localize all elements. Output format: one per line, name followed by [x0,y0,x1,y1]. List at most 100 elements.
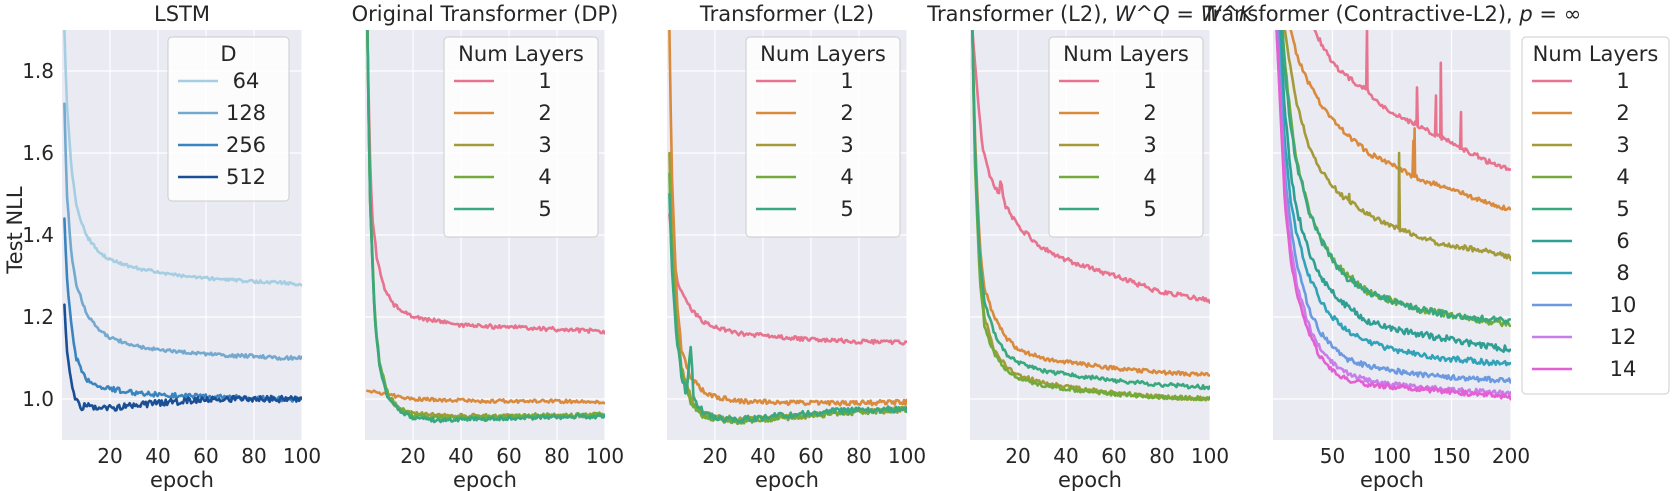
legend-label-10: 10 [1610,293,1637,317]
chart-title: Transformer (Contractive-L2), p = ∞ [1202,2,1581,26]
chart-title-math: W^Q = W^K [1115,2,1255,26]
legend-label-512: 512 [226,165,266,189]
series-line-2 [366,389,605,405]
series-line-3 [1283,30,1511,262]
series-line-6 [1278,30,1511,353]
series-line-5 [971,30,1210,391]
legend-title: Num Layers [760,42,886,66]
panel-5: 50 100 150 200 epoch Transformer (Contractive… [1202,2,1670,491]
legend-title: D [220,42,236,66]
legend-label-4: 4 [1616,165,1629,189]
legend-label-128: 128 [226,101,266,125]
legend-label-2: 2 [840,101,853,125]
series-line-5 [668,192,907,424]
chart-title: LSTM [154,2,210,26]
y-tick-label: 1.8 [22,59,54,83]
y-axis-label: Test NLL [3,186,27,274]
x-tick-label: 80 [1149,444,1174,468]
legend-box [745,36,901,238]
x-axis-label: epoch [1360,468,1424,491]
x-tick-label: 100 [1373,444,1411,468]
legend-box [167,36,290,202]
series-line-5 [1281,30,1511,325]
series-group [668,30,907,426]
chart-title: Original Transformer (DP) [352,2,619,26]
x-tick-label: 40 [1053,444,1078,468]
series-line-14 [1275,30,1511,401]
chart-title: Transformer (L2), W^Q = W^K [926,2,1255,26]
legend-label-12: 12 [1610,325,1637,349]
series-line-1 [366,30,605,335]
x-axis-label: epoch [150,468,214,491]
x-tick-label: 20 [400,444,425,468]
chart-title: Transformer (L2) [699,2,874,26]
series-line-4 [668,172,907,426]
x-tick-label: 60 [1101,444,1126,468]
series-line-2 [668,30,907,407]
x-axis-label: epoch [755,468,819,491]
legend-label-5: 5 [840,197,853,221]
y-tick-label: 1.6 [22,141,54,165]
legend-label-2: 2 [1616,101,1629,125]
legend-label-4: 4 [1143,165,1156,189]
legend-label-14: 14 [1610,357,1637,381]
legend-title: Num Layers [1533,42,1659,66]
y-tick-label: 1.0 [22,387,54,411]
series-line-512 [63,303,302,412]
y-tick-label: 1.4 [22,223,54,247]
x-tick-label: 100 [283,444,321,468]
legend-label-256: 256 [226,133,266,157]
x-tick-label: 60 [193,444,218,468]
legend-label-5: 5 [538,197,551,221]
legend-label-64: 64 [233,69,260,93]
legend-label-1: 1 [1616,69,1629,93]
legend-title: Num Layers [1063,42,1189,66]
legend-label-3: 3 [840,133,853,157]
x-tick-label: 80 [544,444,569,468]
series-line-2 [971,30,1210,378]
series-group [366,30,605,424]
legend-label-4: 4 [538,165,551,189]
series-line-1 [668,213,907,346]
series-line-1 [971,30,1210,304]
x-tick-label: 100 [586,444,624,468]
series-group [971,30,1210,402]
panel-3: 20 40 60 80 100 epoch Transformer (L2) Num Laye… [667,2,926,491]
x-tick-label: 20 [97,444,122,468]
legend-label-1: 1 [840,69,853,93]
legend-box [443,36,599,238]
y-tick-label: 1.2 [22,305,54,329]
legend: D 64 128 256 512 [167,36,290,202]
x-tick-label: 20 [702,444,727,468]
legend-label-8: 8 [1616,261,1629,285]
x-tick-label: 20 [1005,444,1030,468]
x-tick-label: 200 [1492,444,1530,468]
legend-label-3: 3 [1143,133,1156,157]
x-axis-label: epoch [453,468,517,491]
legend-label-2: 2 [1143,101,1156,125]
legend-label-5: 5 [1616,197,1629,221]
series-line-8 [1277,30,1511,367]
x-tick-label: 40 [448,444,473,468]
x-axis-label: epoch [1058,468,1122,491]
panels: 20 40 60 80 1001.01.21.41.61.8epochLSTMD6412… [22,2,1670,491]
series-group [63,30,302,412]
legend-title: Num Layers [458,42,584,66]
series-line-10 [1276,30,1511,384]
x-tick-label: 40 [750,444,775,468]
legend-label-3: 3 [1616,133,1629,157]
panel-1: 20 40 60 80 100 1.0 1.2 1.4 1.6 1.8 epoch LSTM D 64 12… [22,2,321,491]
series-group [1275,30,1511,401]
legend-label-2: 2 [538,101,551,125]
chart-title-math: p = ∞ [1518,2,1581,26]
x-tick-label: 100 [1191,444,1229,468]
x-tick-label: 40 [145,444,170,468]
legend: Num Layers 1 2 3 4 5 [443,36,599,238]
legend-label-5: 5 [1143,197,1156,221]
legend-box [1048,36,1204,238]
legend-label-1: 1 [538,69,551,93]
legend-label-6: 6 [1616,229,1629,253]
x-tick-label: 80 [241,444,266,468]
x-tick-label: 100 [888,444,926,468]
